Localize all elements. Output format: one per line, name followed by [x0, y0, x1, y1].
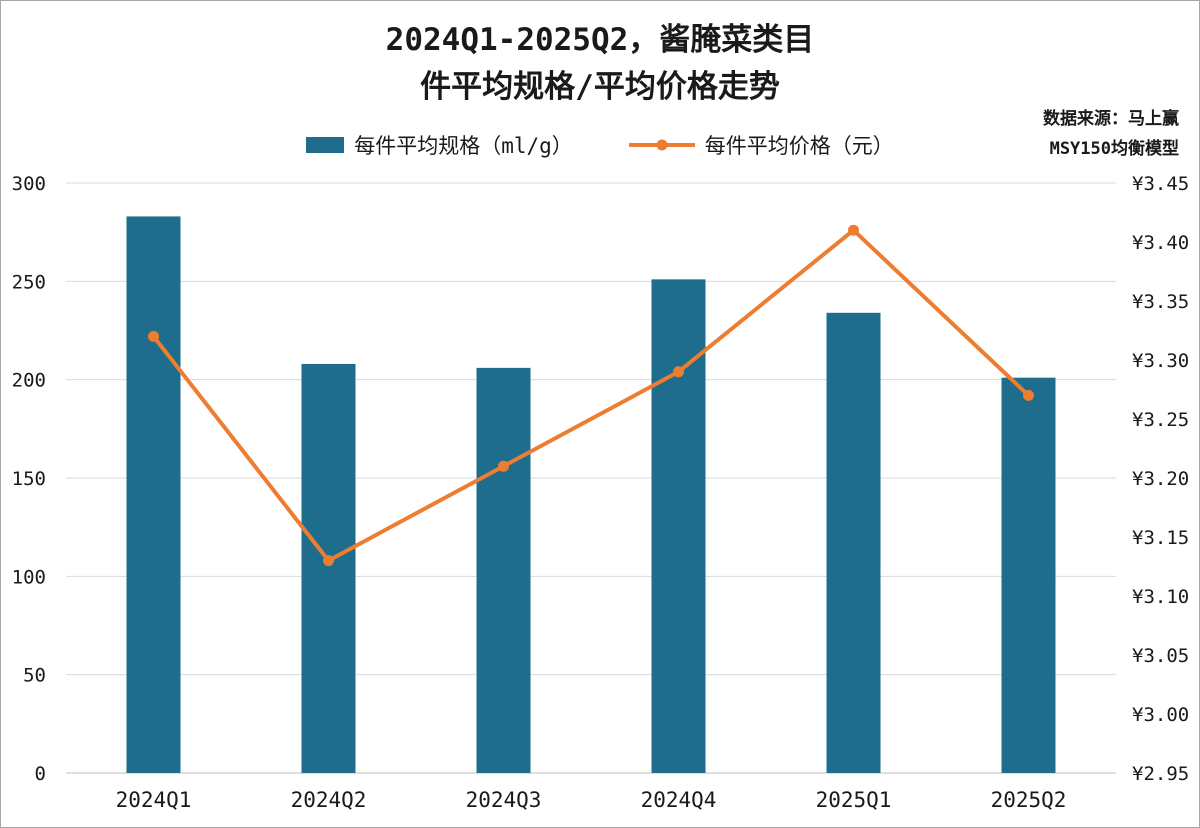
bar-series-label: 每件平均规格（ml/g）: [354, 134, 573, 158]
left-axis-tick-label: 100: [12, 566, 46, 588]
right-axis-tick-label: ¥3.20: [1132, 468, 1189, 490]
data-source-line1: 数据来源：马上赢: [1043, 109, 1179, 129]
chart-title-line2: 件平均规格/平均价格走势: [420, 68, 780, 105]
x-axis-label: 2025Q1: [816, 788, 892, 812]
price-line: [151, 228, 1031, 563]
left-axis-tick-label: 300: [12, 173, 46, 195]
bar-2024Q2: [301, 363, 356, 773]
data-source-note: 数据来源：马上赢 MSY150均衡模型: [1043, 105, 1179, 165]
x-axis-label: 2024Q3: [466, 788, 542, 812]
line-marker-2024Q3: [498, 460, 509, 472]
left-axis-tick-label: 250: [12, 271, 46, 293]
bar-2024Q1: [126, 216, 181, 773]
legend: 每件平均规格（ml/g） 每件平均价格（元）: [1, 130, 1199, 160]
line-series-label: 每件平均价格（元）: [704, 134, 894, 158]
right-axis-tick-label: ¥3.15: [1132, 527, 1189, 549]
bar-2024Q4: [651, 279, 706, 773]
left-axis-tick-label: 50: [23, 665, 46, 687]
right-axis-tick-label: ¥3.05: [1132, 645, 1189, 667]
line-marker-2024Q4: [673, 366, 684, 378]
line-marker-2025Q1: [848, 224, 859, 236]
bar-series-swatch: [306, 137, 345, 153]
right-axis-tick-label: ¥3.10: [1132, 586, 1189, 608]
left-axis-tick-label: 200: [12, 370, 46, 392]
left-axis-tick-label: 0: [35, 763, 46, 785]
bar-2025Q2: [1001, 377, 1056, 773]
x-axis-label: 2024Q1: [116, 788, 192, 812]
right-axis-tick-label: ¥3.40: [1132, 232, 1189, 254]
line-series-marker: [656, 139, 668, 151]
chart-title-line1: 2024Q1-2025Q2，酱腌菜类目: [385, 22, 815, 58]
bar-2025Q1: [826, 312, 881, 773]
x-axis-label: 2025Q2: [991, 788, 1067, 812]
x-axis-label: 2024Q4: [641, 788, 717, 812]
data-source-line2: MSY150均衡模型: [1049, 138, 1179, 159]
x-axis-label: 2024Q2: [291, 788, 367, 812]
line-marker-2024Q2: [323, 555, 334, 567]
right-axis-tick-label: ¥3.45: [1132, 173, 1189, 195]
chart-title: 2024Q1-2025Q2，酱腌菜类目 件平均规格/平均价格走势: [1, 17, 1199, 110]
legend-item-price: 每件平均价格（元）: [628, 130, 894, 160]
line-marker-2024Q1: [148, 330, 159, 342]
right-axis-tick-label: ¥2.95: [1132, 763, 1189, 785]
line-series-swatch: [628, 139, 695, 151]
right-axis-tick-label: ¥3.25: [1132, 409, 1189, 431]
right-axis-tick-label: ¥3.35: [1132, 291, 1189, 313]
left-axis-tick-label: 150: [12, 468, 46, 490]
right-axis-tick-label: ¥3.30: [1132, 350, 1189, 372]
bar-2024Q3: [476, 367, 531, 773]
legend-item-spec: 每件平均规格（ml/g）: [306, 130, 573, 160]
line-marker-2025Q2: [1023, 389, 1034, 401]
right-axis-tick-label: ¥3.00: [1132, 704, 1189, 726]
